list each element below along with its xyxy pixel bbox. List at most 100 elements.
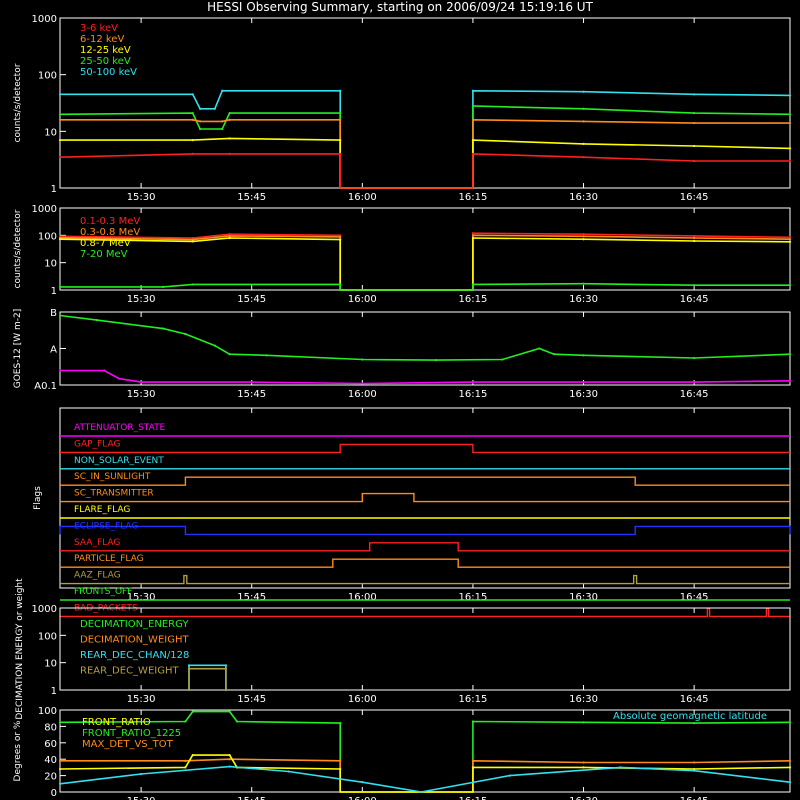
data-point: [582, 721, 585, 724]
legend-entry: 7-20 MeV: [80, 249, 128, 260]
data-point: [471, 118, 475, 121]
data-point: [693, 722, 696, 725]
data-point: [221, 120, 224, 123]
data-point: [788, 147, 792, 150]
data-point: [582, 120, 585, 123]
x-tick-label: 16:30: [569, 796, 598, 800]
x-tick-label: 16:00: [348, 294, 377, 305]
y-axis-label: Degrees or %: [13, 720, 23, 781]
legend-entry: 3-6 keV: [80, 23, 118, 34]
flag-trace: [59, 525, 791, 536]
data-point: [58, 721, 62, 724]
data-point: [250, 381, 253, 384]
data-point: [361, 382, 364, 385]
data-point: [788, 759, 792, 762]
panel-decimation: DECIMATION ENERGY or weight 15:30 15:45 16:…: [15, 578, 791, 720]
panel-goes: GOES-12 [W m-2] 15:30 15:45 16:00 16:15 16:30…: [13, 308, 792, 400]
panel-frame: [59, 607, 791, 691]
data-point: [140, 772, 143, 776]
data-point: [184, 720, 187, 723]
data-point: [191, 118, 194, 121]
data-point: [339, 283, 342, 286]
y-tick-label: 80: [44, 722, 57, 733]
data-point: [693, 761, 696, 764]
data-point: [693, 767, 696, 771]
data-point: [339, 139, 342, 142]
data-point: [213, 344, 216, 347]
data-point: [221, 127, 224, 131]
panel-frame: [59, 207, 791, 291]
data-point: [471, 283, 475, 286]
data-point: [582, 107, 585, 110]
legend-entry: 6-12 keV: [80, 34, 124, 45]
data-point: [471, 139, 475, 142]
data-point: [199, 120, 202, 123]
data-point: [788, 379, 792, 382]
x-tick-label: 16:00: [348, 389, 377, 400]
legend-entry: FRONT_RATIO: [82, 717, 151, 728]
data-point: [471, 720, 475, 723]
data-point: [693, 121, 696, 125]
y-tick-label: 10: [44, 259, 57, 270]
data-point: [58, 139, 62, 142]
data-point: [224, 664, 228, 667]
chart-title: HESSI Observing Summary, starting on 200…: [207, 0, 593, 14]
y-tick-label: 40: [44, 755, 57, 766]
data-point: [187, 664, 191, 667]
data-point: [693, 769, 696, 772]
x-tick-label: 16:00: [348, 796, 377, 800]
data-point: [361, 781, 364, 784]
data-point: [228, 710, 231, 713]
x-tick-label: 16:45: [680, 694, 709, 705]
x-tick-label: 16:15: [459, 192, 488, 203]
y-axis-label: DECIMATION ENERGY or weight: [15, 578, 25, 720]
data-point: [361, 358, 364, 361]
data-point: [265, 354, 268, 357]
x-tick-label: 16:15: [459, 389, 488, 400]
series-line-0-3-0-8-mev: [59, 234, 791, 291]
data-point: [788, 159, 792, 163]
x-tick-label: 16:30: [569, 389, 598, 400]
data-point: [471, 381, 475, 384]
data-point: [693, 111, 696, 115]
data-point: [788, 236, 792, 239]
data-point: [228, 765, 231, 768]
data-point: [228, 754, 231, 757]
flag-trace: [60, 443, 790, 454]
data-point: [339, 152, 342, 155]
series-line-12-25-kev: [60, 137, 791, 189]
flag-label: PARTICLE_FLAG: [74, 554, 144, 564]
data-point: [471, 152, 475, 155]
data-point: [693, 144, 696, 148]
series-line-25-50-kev: [59, 105, 791, 189]
data-point: [471, 234, 475, 237]
data-point: [339, 234, 342, 237]
flag-label: FLARE_FLAG: [74, 505, 130, 515]
data-point: [582, 235, 585, 238]
data-point: [117, 377, 121, 380]
data-point: [58, 236, 62, 239]
data-point: [788, 781, 792, 784]
data-point: [199, 107, 202, 110]
series-line-absolute-geomagnetic-latitude: [59, 765, 791, 793]
data-point: [58, 369, 62, 372]
data-point: [228, 152, 231, 155]
panel-frame: [59, 407, 791, 589]
legend-entry: FRONT_RATIO_1225: [82, 728, 181, 739]
legend-entry: 25-50 keV: [80, 56, 131, 67]
x-tick-label: 15:45: [237, 796, 266, 800]
x-tick-label: 15:45: [237, 294, 266, 305]
data-point: [339, 118, 342, 121]
flag-label: AAZ_FLAG: [74, 571, 121, 581]
data-point: [582, 233, 585, 236]
series-line-goes-long: [59, 314, 791, 361]
x-tick-label: 15:30: [127, 389, 156, 400]
data-point: [582, 90, 585, 93]
data-point: [693, 93, 696, 96]
data-point: [140, 381, 143, 384]
data-point: [788, 721, 792, 724]
data-point: [471, 759, 475, 762]
flag-label: FRONTS_OFF: [74, 587, 132, 597]
data-point: [58, 759, 62, 762]
legend-entry: 0.1-0.3 MeV: [80, 216, 140, 227]
